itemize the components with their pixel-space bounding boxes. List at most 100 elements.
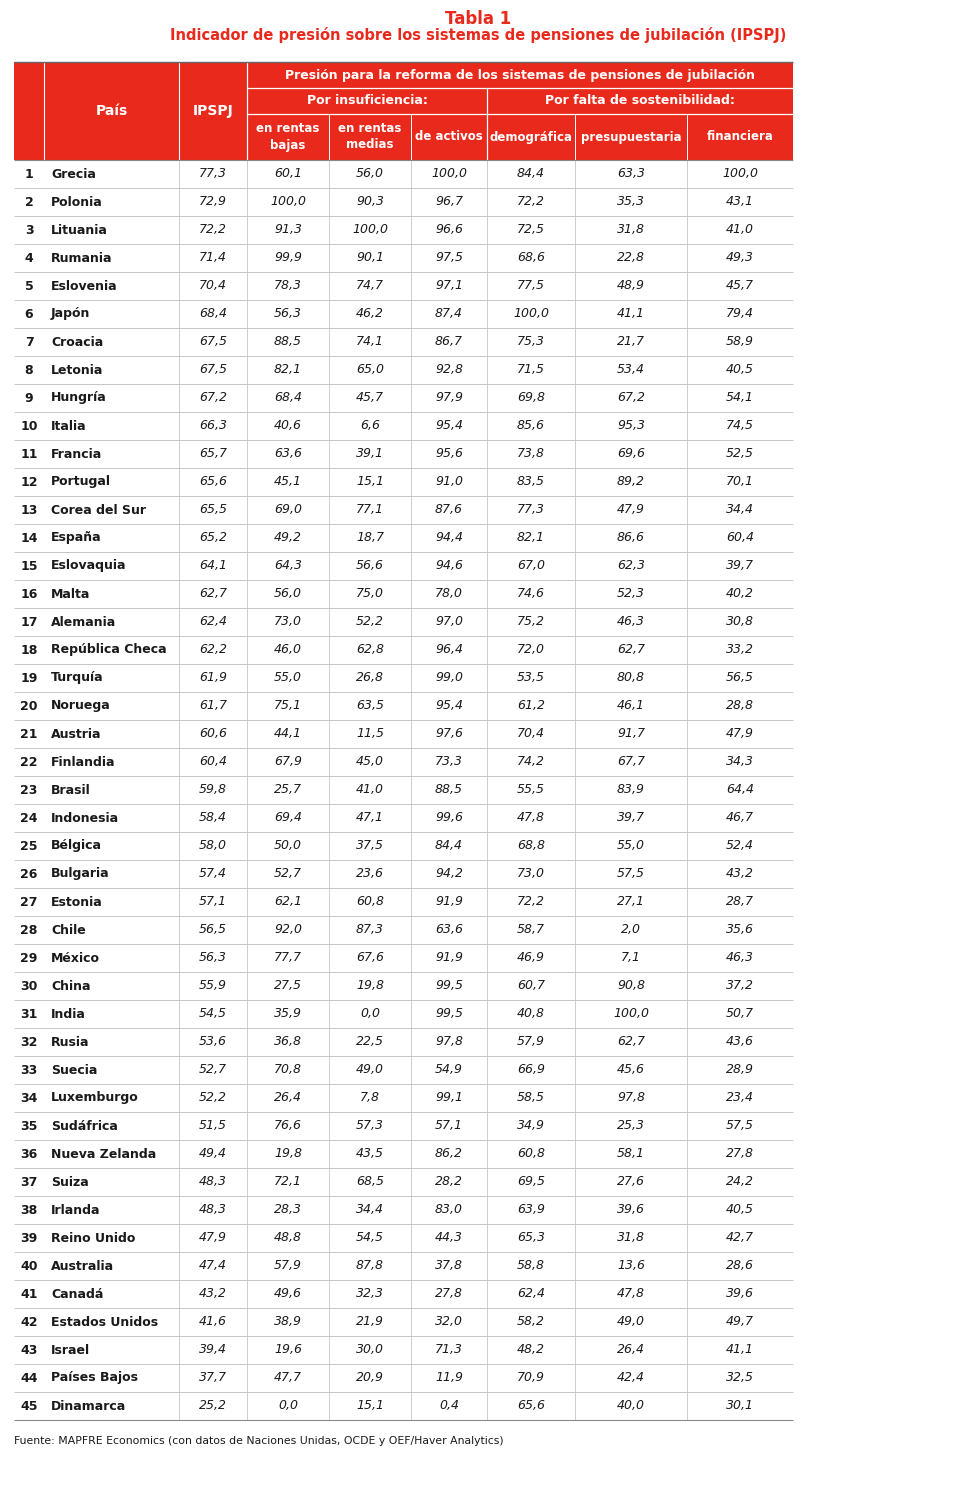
Text: 74,2: 74,2 xyxy=(517,755,545,768)
Text: 40,2: 40,2 xyxy=(726,588,754,600)
Text: 22,5: 22,5 xyxy=(356,1035,384,1048)
Text: 46,3: 46,3 xyxy=(726,951,754,965)
Text: 28,6: 28,6 xyxy=(726,1260,754,1273)
Text: 80,8: 80,8 xyxy=(617,672,645,685)
Text: 7: 7 xyxy=(25,335,33,348)
Text: Irlanda: Irlanda xyxy=(51,1203,100,1217)
Text: 1: 1 xyxy=(25,167,33,180)
Text: Por insuficiencia:: Por insuficiencia: xyxy=(306,94,428,107)
Text: 52,2: 52,2 xyxy=(356,615,384,628)
Text: 58,8: 58,8 xyxy=(517,1260,545,1273)
Text: 40,6: 40,6 xyxy=(274,420,302,432)
Text: Hungría: Hungría xyxy=(51,392,107,405)
Text: 39,1: 39,1 xyxy=(356,448,384,460)
Text: 77,3: 77,3 xyxy=(199,167,227,180)
Text: 99,0: 99,0 xyxy=(435,672,463,685)
Text: 69,6: 69,6 xyxy=(617,448,645,460)
Text: 74,5: 74,5 xyxy=(726,420,754,432)
Text: 87,6: 87,6 xyxy=(435,503,463,517)
Text: 31,8: 31,8 xyxy=(617,1231,645,1245)
Text: 97,1: 97,1 xyxy=(435,280,463,292)
Text: 15: 15 xyxy=(20,560,37,572)
Text: 100,0: 100,0 xyxy=(513,308,549,320)
Text: Austria: Austria xyxy=(51,728,101,740)
Text: 57,9: 57,9 xyxy=(274,1260,302,1273)
Text: India: India xyxy=(51,1008,86,1020)
Text: 40,5: 40,5 xyxy=(726,363,754,377)
Text: 74,1: 74,1 xyxy=(356,335,384,348)
Text: financiera: financiera xyxy=(706,131,773,143)
Text: 30,8: 30,8 xyxy=(726,615,754,628)
Text: 58,9: 58,9 xyxy=(726,335,754,348)
Text: 100,0: 100,0 xyxy=(352,223,388,237)
Text: 87,4: 87,4 xyxy=(435,308,463,320)
Text: 57,9: 57,9 xyxy=(517,1035,545,1048)
Text: 67,7: 67,7 xyxy=(617,755,645,768)
Text: 46,1: 46,1 xyxy=(617,700,645,713)
Text: 72,9: 72,9 xyxy=(199,195,227,208)
Text: 12: 12 xyxy=(20,475,37,488)
Text: Fuente: MAPFRE Economics (con datos de Naciones Unidas, OCDE y OEF/Haver Analyti: Fuente: MAPFRE Economics (con datos de N… xyxy=(14,1435,503,1446)
Text: 52,7: 52,7 xyxy=(199,1063,227,1077)
Text: 42,4: 42,4 xyxy=(617,1371,645,1385)
Text: 97,8: 97,8 xyxy=(617,1091,645,1105)
Text: 73,8: 73,8 xyxy=(517,448,545,460)
Text: 47,4: 47,4 xyxy=(199,1260,227,1273)
Text: 92,0: 92,0 xyxy=(274,923,302,937)
Text: 76,6: 76,6 xyxy=(274,1120,302,1133)
Text: 68,4: 68,4 xyxy=(274,392,302,405)
Text: 87,8: 87,8 xyxy=(356,1260,384,1273)
Text: 62,7: 62,7 xyxy=(617,643,645,657)
Text: 23: 23 xyxy=(20,783,37,797)
Text: México: México xyxy=(51,951,100,965)
Text: 70,4: 70,4 xyxy=(517,728,545,740)
Text: 36,8: 36,8 xyxy=(274,1035,302,1048)
Text: 25,3: 25,3 xyxy=(617,1120,645,1133)
Text: 53,5: 53,5 xyxy=(517,672,545,685)
Text: Presión para la reforma de los sistemas de pensiones de jubilación: Presión para la reforma de los sistemas … xyxy=(285,68,755,82)
Text: 62,7: 62,7 xyxy=(617,1035,645,1048)
Text: 0,0: 0,0 xyxy=(278,1400,298,1413)
Text: 52,2: 52,2 xyxy=(199,1091,227,1105)
Text: 99,5: 99,5 xyxy=(435,1008,463,1020)
Text: 57,3: 57,3 xyxy=(356,1120,384,1133)
Text: 56,0: 56,0 xyxy=(274,588,302,600)
Text: 85,6: 85,6 xyxy=(517,420,545,432)
Text: 55,5: 55,5 xyxy=(517,783,545,797)
Text: 2,0: 2,0 xyxy=(621,923,641,937)
Text: 100,0: 100,0 xyxy=(613,1008,649,1020)
Text: 49,3: 49,3 xyxy=(726,252,754,265)
Text: 41,0: 41,0 xyxy=(356,783,384,797)
Text: 87,3: 87,3 xyxy=(356,923,384,937)
Text: 99,9: 99,9 xyxy=(274,252,302,265)
Text: 50,7: 50,7 xyxy=(726,1008,754,1020)
Text: 97,0: 97,0 xyxy=(435,615,463,628)
Text: 90,8: 90,8 xyxy=(617,980,645,993)
Text: 34: 34 xyxy=(20,1091,37,1105)
Text: 52,7: 52,7 xyxy=(274,868,302,880)
Text: 47,9: 47,9 xyxy=(199,1231,227,1245)
Text: Tabla 1: Tabla 1 xyxy=(445,10,512,28)
Text: Malta: Malta xyxy=(51,588,90,600)
Text: 48,3: 48,3 xyxy=(199,1203,227,1217)
Text: 56,3: 56,3 xyxy=(199,951,227,965)
Text: 73,0: 73,0 xyxy=(517,868,545,880)
Text: 21,9: 21,9 xyxy=(356,1315,384,1328)
Text: 16: 16 xyxy=(20,588,37,600)
Text: 68,5: 68,5 xyxy=(356,1175,384,1188)
Text: 72,0: 72,0 xyxy=(517,643,545,657)
Text: en rentas
medias: en rentas medias xyxy=(339,122,402,152)
Text: 3: 3 xyxy=(25,223,33,237)
Text: 34,9: 34,9 xyxy=(517,1120,545,1133)
Text: 26,4: 26,4 xyxy=(617,1343,645,1356)
Text: 54,1: 54,1 xyxy=(726,392,754,405)
Text: 86,2: 86,2 xyxy=(435,1148,463,1160)
Text: 31: 31 xyxy=(20,1008,37,1020)
Text: Finlandia: Finlandia xyxy=(51,755,116,768)
Text: 36: 36 xyxy=(20,1148,37,1160)
Text: 96,6: 96,6 xyxy=(435,223,463,237)
Text: 29: 29 xyxy=(20,951,37,965)
Text: Sudáfrica: Sudáfrica xyxy=(51,1120,118,1133)
Text: 73,3: 73,3 xyxy=(435,755,463,768)
Text: 69,8: 69,8 xyxy=(517,392,545,405)
